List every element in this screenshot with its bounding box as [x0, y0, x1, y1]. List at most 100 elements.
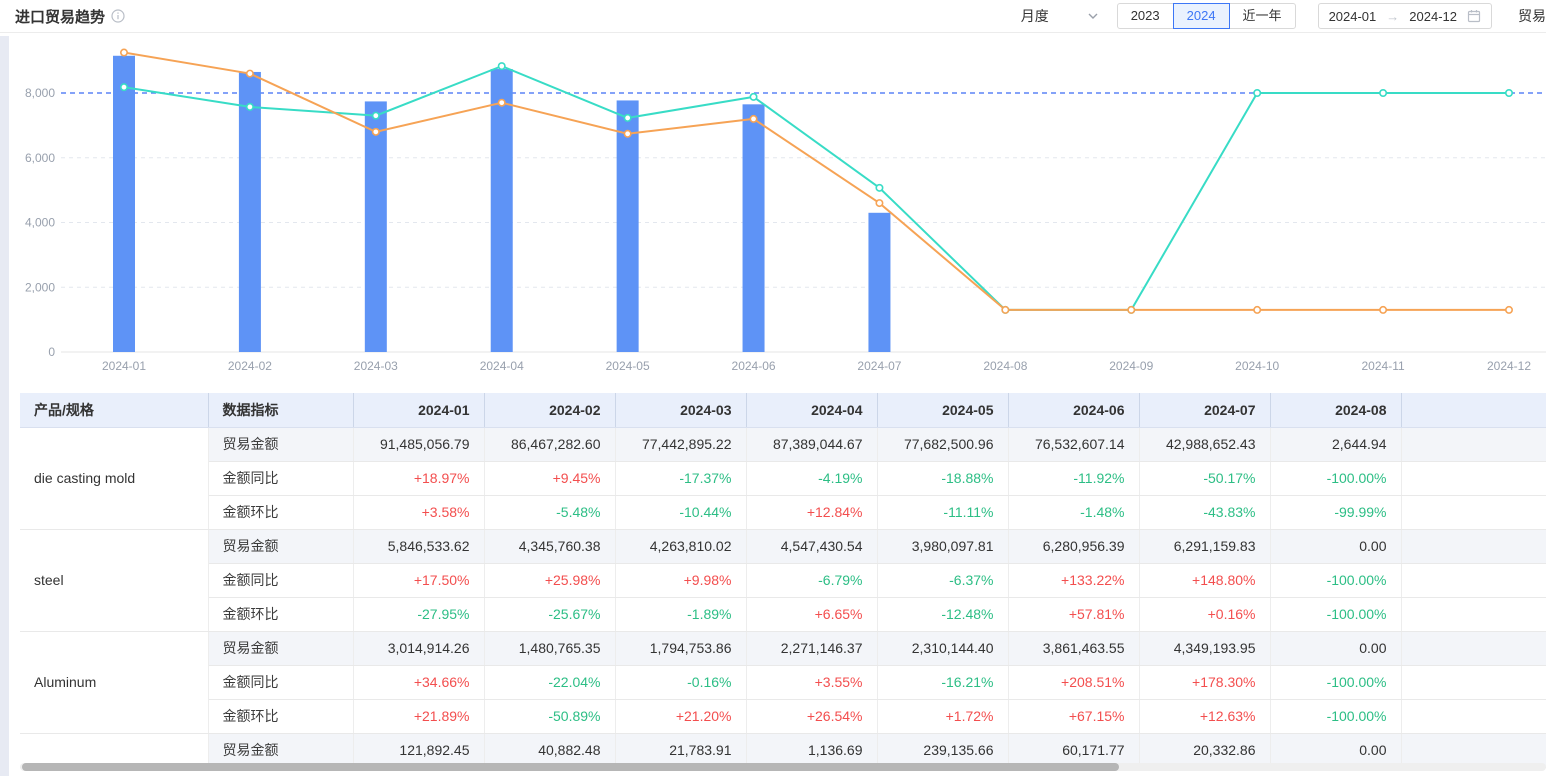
- value-cell: +67.15%: [1008, 699, 1140, 734]
- value-cell: +21.89%: [353, 699, 485, 734]
- orange-line-point-2024-09[interactable]: [1127, 305, 1136, 314]
- value-cell: -4.19%: [746, 461, 878, 496]
- value-cell: -99.99%: [1270, 495, 1402, 530]
- bar-2024-01[interactable]: [113, 55, 135, 353]
- teal-line-point-2024-04[interactable]: [497, 62, 506, 71]
- bar-2024-07[interactable]: [868, 212, 891, 352]
- orange-line-point-2024-07[interactable]: [875, 199, 884, 208]
- value-cell: +9.45%: [484, 461, 616, 496]
- value-cell: -50.17%: [1139, 461, 1271, 496]
- orange-line-point-2024-01[interactable]: [120, 48, 129, 57]
- orange-line-point-2024-12[interactable]: [1504, 305, 1513, 314]
- teal-line-point-2024-12[interactable]: [1504, 88, 1513, 97]
- filler-cell: [1401, 699, 1546, 734]
- table-row: 金额环比 +21.89% -50.89% +21.20% +26.54% +1.72% +6…: [20, 699, 1546, 734]
- value-cell: -6.79%: [746, 563, 878, 598]
- table: 产品/规格 数据指标 2024-01 2024-02 2024-03 2024-04 202…: [20, 393, 1546, 768]
- value-cell: +3.58%: [353, 495, 485, 530]
- teal-line-point-2024-07[interactable]: [875, 183, 884, 192]
- arrow-right-icon: →: [1386, 8, 1400, 24]
- table-row: die casting mold 贸易金额 91,485,056.79 86,467,…: [20, 427, 1546, 530]
- x-axis-label: 2024-09: [1109, 359, 1153, 373]
- x-axis-label: 2024-04: [480, 359, 524, 373]
- filler-cell: [1401, 427, 1546, 462]
- product-cell: die casting mold: [20, 427, 209, 530]
- filler-cell: [1401, 529, 1546, 564]
- value-cell: +178.30%: [1139, 665, 1271, 700]
- teal-line-point-2024-10[interactable]: [1253, 88, 1262, 97]
- orange-line-path: [123, 51, 1509, 311]
- value-cell: -43.83%: [1139, 495, 1271, 530]
- x-axis-label: 2024-06: [732, 359, 776, 373]
- bar-2024-03[interactable]: [364, 101, 387, 352]
- product-cell: steel: [20, 529, 209, 632]
- bar-2024-02[interactable]: [238, 71, 261, 353]
- value-cell: -16.21%: [877, 665, 1009, 700]
- bar-2024-06[interactable]: [742, 104, 765, 352]
- product-cell: Aluminum: [20, 631, 209, 734]
- info-icon[interactable]: [111, 9, 125, 23]
- teal-line-point-2024-05[interactable]: [623, 113, 632, 122]
- year-button-2023[interactable]: 2023: [1116, 3, 1174, 29]
- product-cell: [20, 733, 209, 768]
- orange-line-point-2024-03[interactable]: [371, 127, 380, 136]
- orange-line-point-2024-02[interactable]: [245, 69, 254, 78]
- orange-line-point-2024-04[interactable]: [497, 98, 506, 107]
- value-cell: -100.00%: [1270, 461, 1402, 496]
- date-range-start: 2024-01: [1328, 8, 1377, 24]
- bar-2024-04[interactable]: [490, 69, 513, 353]
- teal-line-point-2024-11[interactable]: [1379, 88, 1388, 97]
- table-row: steel 贸易金额 5,846,533.62 4,345,760.38 4,263,8…: [20, 529, 1546, 632]
- value-cell: 42,988,652.43: [1139, 427, 1271, 462]
- table-row: 金额同比 +18.97% +9.45% -17.37% -4.19% -18.88% -11…: [20, 461, 1546, 496]
- value-cell: 40,882.48: [484, 733, 616, 768]
- chart-svg: 0 2,000 4,000 6,000 8,000 2024-01 2024-02 2024-…: [25, 48, 1546, 373]
- table-row: 贸易金额 121,892.45 40,882.48 21,783.91 1,136.69…: [20, 733, 1546, 768]
- value-cell: +34.66%: [353, 665, 485, 700]
- value-cell: 21,783.91: [615, 733, 747, 768]
- value-cell: -12.48%: [877, 597, 1009, 632]
- month-header-2024-01: 2024-01: [353, 393, 485, 428]
- value-cell: 0.00: [1270, 529, 1402, 564]
- trend-chart: 0 2,000 4,000 6,000 8,000 2024-01 2024-02 2024-…: [0, 40, 1546, 386]
- month-header-2024-07: 2024-07: [1139, 393, 1271, 428]
- recent-year-button[interactable]: 近一年: [1228, 3, 1296, 29]
- month-header-2024-03: 2024-03: [615, 393, 747, 428]
- value-cell: -27.95%: [353, 597, 485, 632]
- value-cell: 2,644.94: [1270, 427, 1402, 462]
- year-button-2024[interactable]: 2024: [1172, 3, 1230, 29]
- value-cell: -5.48%: [484, 495, 616, 530]
- orange-line-point-2024-10[interactable]: [1253, 305, 1262, 314]
- filler-cell: [1401, 665, 1546, 700]
- month-header-2024-02: 2024-02: [484, 393, 616, 428]
- value-cell: -100.00%: [1270, 699, 1402, 734]
- orange-line-point-2024-05[interactable]: [623, 129, 632, 138]
- value-cell: +25.98%: [484, 563, 616, 598]
- table-row: 金额环比 -27.95% -25.67% -1.89% +6.65% -12.48% +57…: [20, 597, 1546, 632]
- horizontal-scrollbar[interactable]: [20, 763, 1546, 771]
- year-button-group: 2023 2024 近一年: [1116, 3, 1296, 29]
- value-cell: -1.48%: [1008, 495, 1140, 530]
- orange-line-point-2024-08[interactable]: [1001, 305, 1010, 314]
- scrollbar-thumb[interactable]: [22, 763, 1119, 771]
- value-cell: 0.00: [1270, 733, 1402, 768]
- value-cell: -0.16%: [615, 665, 747, 700]
- trade-type-label-partial[interactable]: 贸易: [1518, 8, 1546, 24]
- orange-line-point-2024-11[interactable]: [1379, 305, 1388, 314]
- teal-line-point-2024-01[interactable]: [120, 83, 129, 92]
- value-cell: 2,271,146.37: [746, 631, 878, 666]
- metric-cell: 金额同比: [208, 461, 354, 496]
- value-cell: 76,532,607.14: [1008, 427, 1140, 462]
- metric-cell: 金额同比: [208, 665, 354, 700]
- value-cell: -100.00%: [1270, 563, 1402, 598]
- metric-cell: 金额环比: [208, 597, 354, 632]
- date-range-picker[interactable]: 2024-01 → 2024-12: [1317, 3, 1492, 29]
- bar-2024-05[interactable]: [616, 100, 639, 352]
- value-cell: 1,136.69: [746, 733, 878, 768]
- period-select[interactable]: 月度: [1021, 3, 1099, 29]
- teal-line-point-2024-03[interactable]: [371, 111, 380, 120]
- teal-line-point-2024-06[interactable]: [749, 92, 758, 101]
- calendar-icon: [1467, 9, 1481, 23]
- orange-line-point-2024-06[interactable]: [749, 114, 758, 123]
- teal-line-point-2024-02[interactable]: [245, 102, 254, 111]
